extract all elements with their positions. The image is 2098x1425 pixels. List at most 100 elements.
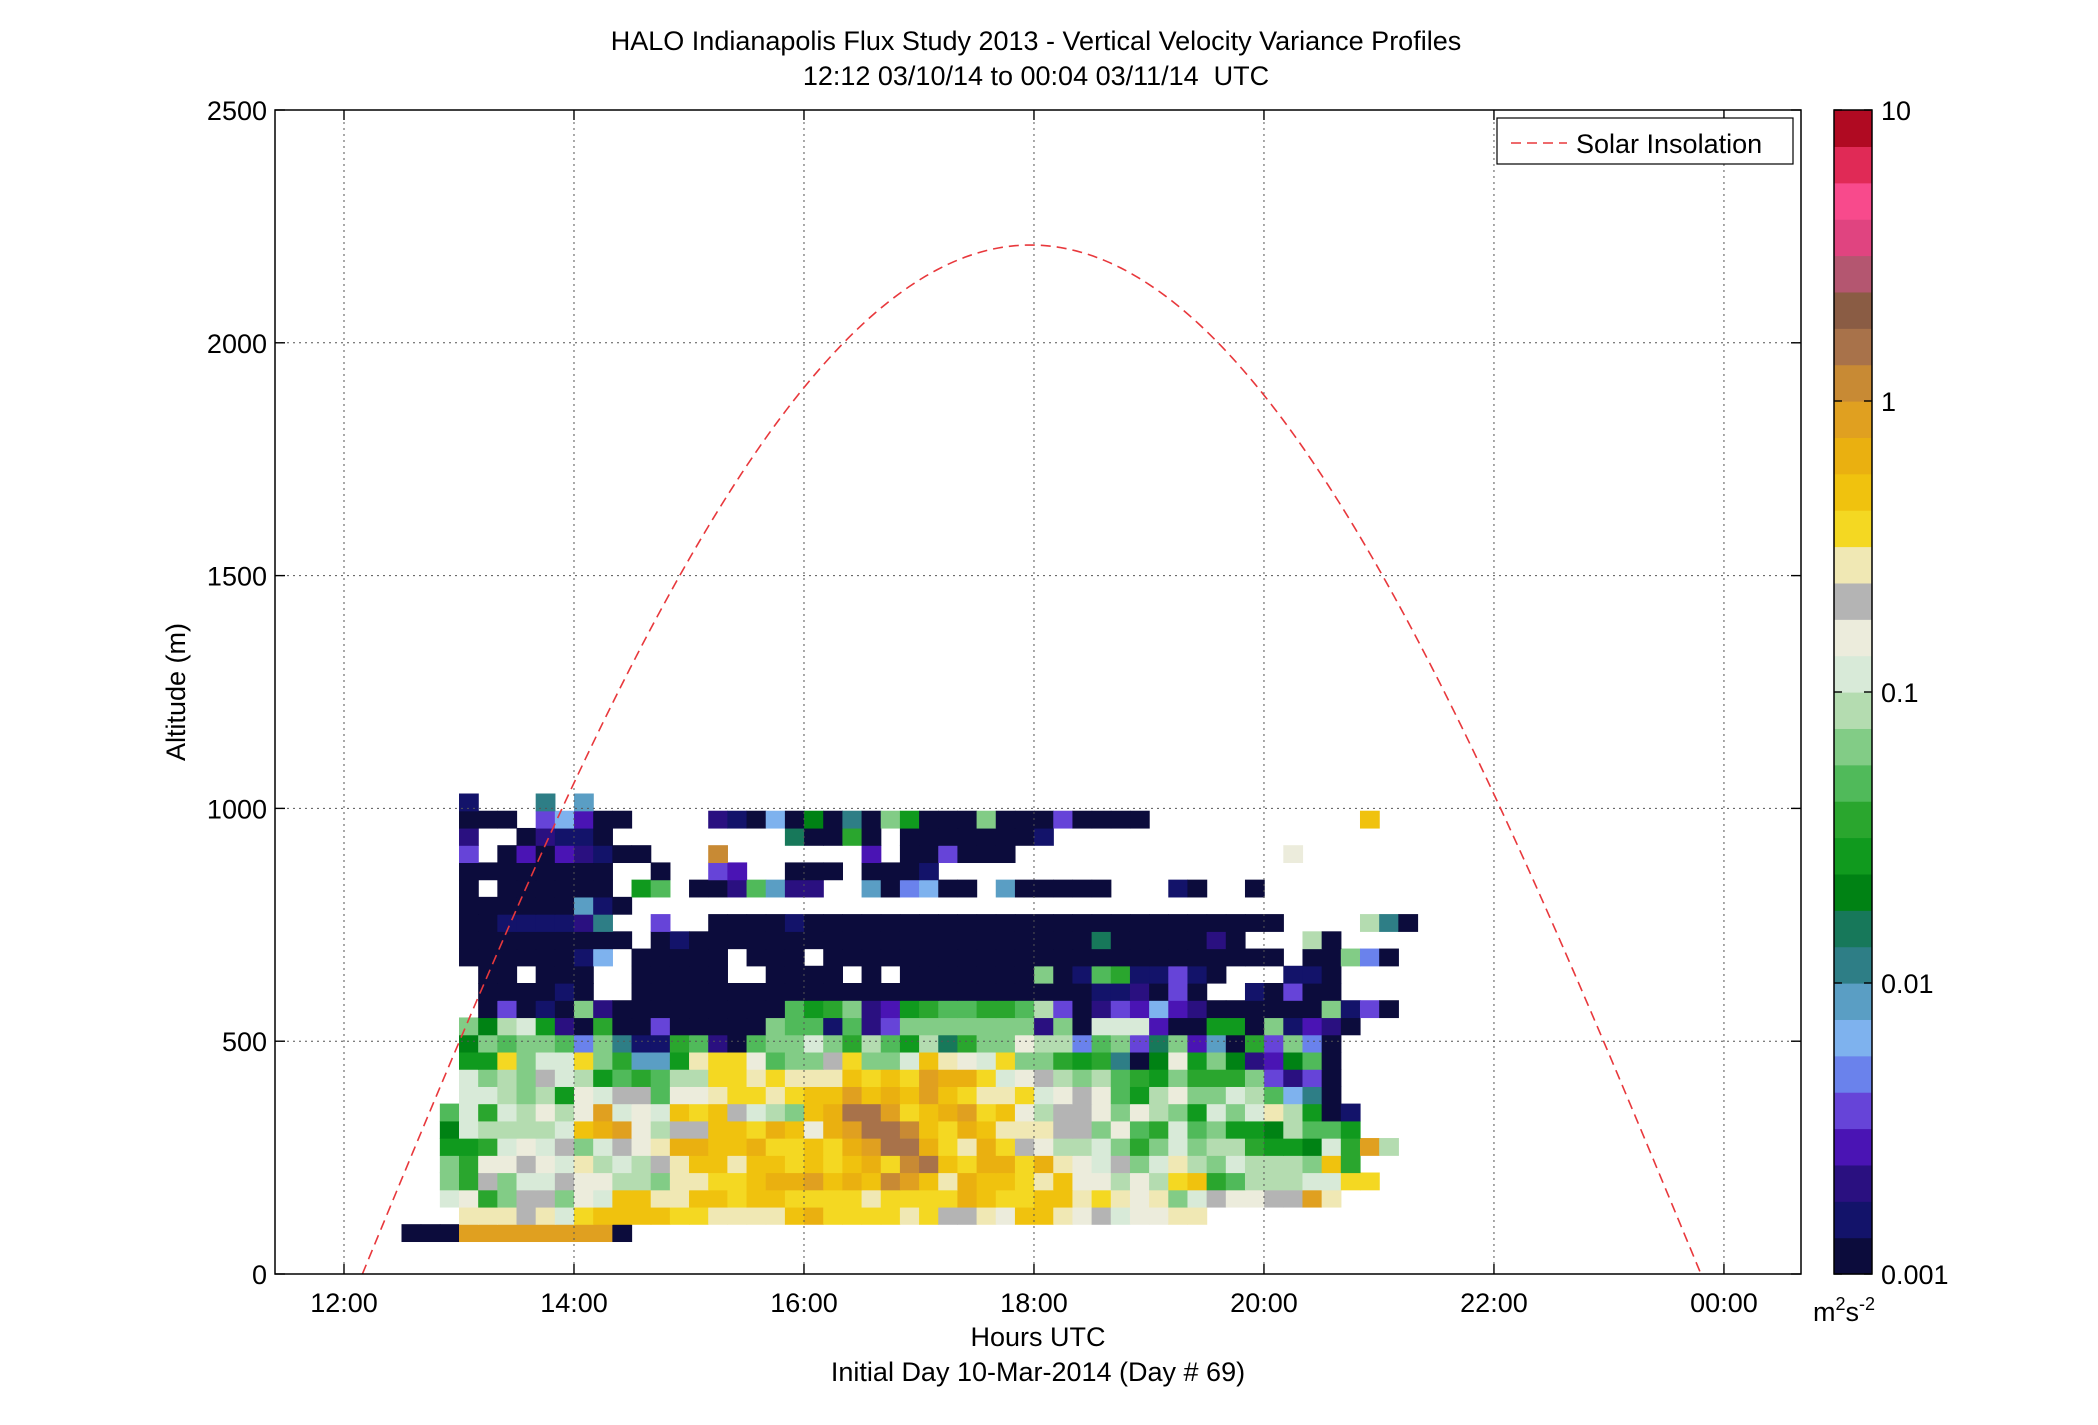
heatmap-cell bbox=[1359, 810, 1380, 829]
heatmap-cell bbox=[746, 1017, 767, 1036]
heatmap-cell bbox=[478, 1172, 498, 1191]
heatmap-cell bbox=[631, 1120, 652, 1139]
heatmap-cell bbox=[1283, 845, 1304, 864]
heatmap-cell bbox=[861, 827, 882, 846]
heatmap-cell bbox=[650, 948, 671, 967]
heatmap-cell bbox=[669, 1189, 690, 1208]
heatmap-cell bbox=[938, 983, 959, 1001]
heatmap-cell bbox=[746, 1120, 767, 1139]
heatmap-cell bbox=[727, 931, 748, 950]
heatmap-cell bbox=[842, 1189, 863, 1208]
heatmap-cell bbox=[708, 1103, 728, 1122]
heatmap-cell bbox=[669, 1000, 690, 1019]
heatmap-cell bbox=[804, 1086, 824, 1105]
heatmap-cell bbox=[1014, 1051, 1035, 1070]
heatmap-cell bbox=[1264, 1034, 1284, 1053]
heatmap-cell bbox=[1072, 1155, 1093, 1174]
heatmap-cell bbox=[842, 1051, 863, 1070]
heatmap-cell bbox=[746, 983, 767, 1001]
heatmap-cell bbox=[861, 948, 882, 967]
heatmap-cell bbox=[861, 879, 882, 898]
heatmap-cell bbox=[1014, 1086, 1035, 1105]
heatmap-cell bbox=[861, 914, 882, 932]
heatmap-cell bbox=[631, 1189, 652, 1208]
heatmap-cell bbox=[899, 1155, 920, 1174]
heatmap-cell bbox=[1014, 1069, 1035, 1087]
heatmap-cell bbox=[1244, 1155, 1265, 1174]
heatmap-cell bbox=[1072, 1069, 1093, 1087]
heatmap-cell bbox=[938, 1172, 959, 1191]
heatmap-cell bbox=[823, 965, 843, 984]
heatmap-cell bbox=[669, 983, 690, 1001]
heatmap-cell bbox=[516, 1138, 537, 1156]
heatmap-cell bbox=[1187, 1017, 1208, 1036]
heatmap-cell bbox=[1187, 1086, 1208, 1105]
heatmap-cell bbox=[554, 1172, 575, 1191]
heatmap-cell bbox=[497, 1224, 518, 1243]
x-tick-label: 18:00 bbox=[1000, 1288, 1068, 1318]
heatmap-cell bbox=[631, 1034, 652, 1053]
heatmap-cell bbox=[1379, 914, 1399, 932]
heatmap-cell bbox=[439, 1224, 460, 1243]
heatmap-cell bbox=[1129, 931, 1150, 950]
heatmap-cell bbox=[1110, 983, 1131, 1001]
heatmap-cell bbox=[765, 1017, 786, 1036]
heatmap-cell bbox=[957, 931, 978, 950]
heatmap-cell bbox=[804, 1034, 824, 1053]
heatmap-cell bbox=[1206, 1017, 1227, 1036]
heatmap-cell bbox=[976, 1172, 997, 1191]
heatmap-cell bbox=[459, 1206, 479, 1225]
heatmap-cell bbox=[804, 1206, 824, 1225]
heatmap-cell bbox=[593, 1000, 613, 1019]
heatmap-cell bbox=[880, 1034, 901, 1053]
heatmap-cell bbox=[976, 1103, 997, 1122]
heatmap-cell bbox=[823, 1017, 843, 1036]
heatmap-cell bbox=[1129, 1103, 1150, 1122]
heatmap-cell bbox=[689, 931, 709, 950]
heatmap-cell bbox=[1321, 965, 1342, 984]
heatmap-cell bbox=[765, 931, 786, 950]
heatmap-cell bbox=[899, 1051, 920, 1070]
heatmap-cell bbox=[1034, 965, 1054, 984]
heatmap-cell bbox=[554, 879, 575, 898]
heatmap-cell bbox=[574, 914, 594, 932]
heatmap-cell bbox=[497, 810, 518, 829]
heatmap-cell bbox=[1359, 1000, 1380, 1019]
heatmap-cell bbox=[1340, 1120, 1361, 1139]
heatmap-cell bbox=[746, 810, 767, 829]
heatmap-cell bbox=[1283, 983, 1304, 1001]
heatmap-cell bbox=[497, 931, 518, 950]
heatmap-cell bbox=[899, 1034, 920, 1053]
heatmap-cell bbox=[919, 965, 939, 984]
heatmap-cell bbox=[919, 827, 939, 846]
heatmap-cell bbox=[746, 1000, 767, 1019]
heatmap-cell bbox=[899, 914, 920, 932]
heatmap-cell bbox=[938, 1034, 959, 1053]
colorbar-segment bbox=[1834, 1201, 1872, 1239]
heatmap-cell bbox=[631, 1103, 652, 1122]
heatmap-cell bbox=[459, 1051, 479, 1070]
heatmap-cell bbox=[708, 914, 728, 932]
heatmap-cell bbox=[823, 1120, 843, 1139]
heatmap-cell bbox=[439, 1172, 460, 1191]
heatmap-cell bbox=[1283, 1138, 1304, 1156]
heatmap-cell bbox=[880, 1189, 901, 1208]
heatmap-cell bbox=[899, 1086, 920, 1105]
heatmap-cell bbox=[554, 1000, 575, 1019]
heatmap-cell bbox=[919, 1069, 939, 1087]
heatmap-cell bbox=[574, 827, 594, 846]
heatmap-cell bbox=[669, 1155, 690, 1174]
heatmap-cell bbox=[880, 1120, 901, 1139]
heatmap-cell bbox=[535, 1155, 556, 1174]
heatmap-cell bbox=[804, 1120, 824, 1139]
heatmap-cell bbox=[1149, 1138, 1169, 1156]
heatmap-cell bbox=[842, 1017, 863, 1036]
heatmap-cell bbox=[516, 896, 537, 915]
heatmap-cell bbox=[1149, 914, 1169, 932]
heatmap-cell bbox=[765, 1103, 786, 1122]
heatmap-cell bbox=[1168, 1051, 1189, 1070]
heatmap-cell bbox=[804, 879, 824, 898]
x-axis-ticks: 12:00 14:00 16:00 18:00 20:00 22:00 00:00 bbox=[310, 110, 1758, 1318]
heatmap-cell bbox=[708, 845, 728, 864]
heatmap-cell bbox=[880, 1086, 901, 1105]
